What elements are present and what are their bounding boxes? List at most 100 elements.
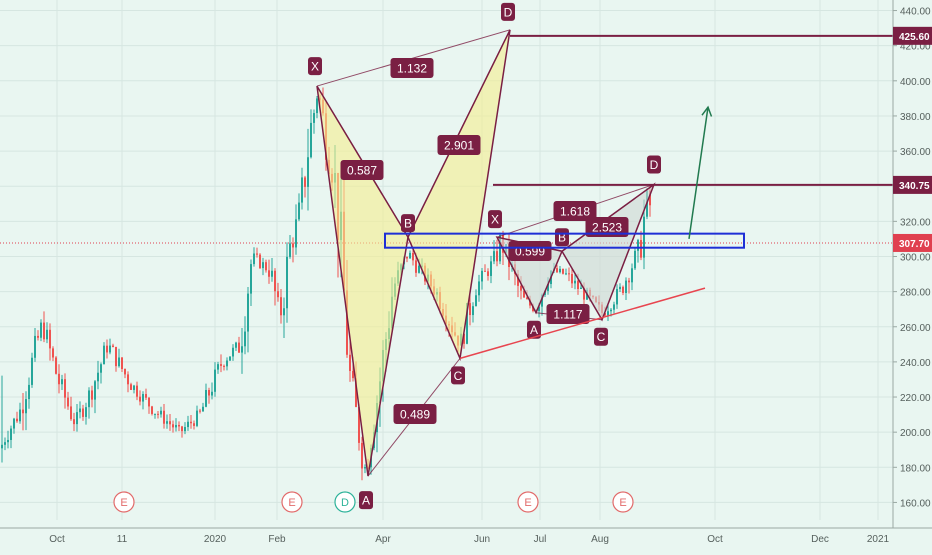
candle-body	[82, 408, 84, 417]
time-tick-label: 11	[117, 534, 128, 545]
candle-body	[616, 289, 618, 305]
candle-body	[175, 424, 177, 428]
candle-body	[7, 439, 9, 443]
pattern-point-label: X	[311, 60, 319, 74]
candle-body	[97, 372, 99, 382]
ratio-badge	[553, 201, 597, 221]
pattern-point-badge	[451, 366, 465, 385]
candle-body	[259, 254, 261, 269]
candle-body	[196, 410, 198, 426]
pattern-point-badge	[594, 327, 608, 346]
time-tick-label: Apr	[375, 534, 391, 545]
candle-body	[127, 374, 129, 385]
event-marker-label: E	[288, 497, 295, 509]
pattern-point-badge	[488, 210, 502, 229]
candle-body	[151, 406, 153, 414]
candle-body	[61, 379, 63, 385]
candle-body	[361, 442, 363, 469]
candle-body	[475, 295, 477, 307]
pattern-point-badge	[501, 2, 515, 21]
pattern-point-badge	[647, 155, 661, 174]
candle-body	[577, 280, 579, 289]
candle-body	[1, 444, 3, 449]
candle-body	[316, 98, 318, 114]
candle-body	[346, 290, 348, 355]
candle-body	[103, 345, 105, 365]
time-axis-bg	[0, 528, 932, 550]
price-tick-label: 380.00	[900, 112, 931, 123]
harmonic-patterns: X A B C D 0.587 0.489 2.901 1.132 X A B C D 0.599 1.117…	[308, 2, 661, 510]
candle-body	[121, 357, 123, 370]
price-tick-label: 320.00	[900, 217, 931, 228]
candle-body	[238, 342, 240, 353]
price-axis[interactable]: 160.00 180.00 200.00 220.00 240.00 260.00 280.…	[892, 0, 932, 550]
overlays	[384, 105, 745, 360]
candle-body	[109, 345, 111, 353]
candle-body	[235, 342, 237, 348]
candle-body	[526, 297, 528, 299]
time-axis[interactable]: Oct 11 2020 Feb Apr Jun Jul Aug Oct Dec 2021	[0, 527, 932, 550]
bcd-triangle	[407, 29, 511, 362]
candle-body	[148, 397, 150, 407]
time-tick-label: 2020	[204, 534, 227, 545]
pattern-connector	[316, 29, 511, 87]
candle-body	[223, 365, 225, 367]
candle-body	[295, 219, 297, 248]
ratio-label: 0.599	[515, 245, 545, 259]
candle-body	[247, 293, 249, 332]
candle-body	[124, 369, 126, 375]
candle-body	[25, 399, 27, 414]
candle-body	[610, 309, 612, 312]
ratio-label: 1.117	[553, 308, 582, 322]
candle-body	[484, 270, 486, 272]
candle-body	[91, 390, 93, 400]
candle-body	[301, 177, 303, 203]
price-label-badge	[893, 175, 932, 194]
candle-body	[283, 308, 285, 316]
candle-body	[490, 261, 492, 276]
candle-body	[253, 253, 255, 265]
pattern-point-badge	[308, 57, 322, 76]
candle-body	[115, 346, 117, 367]
candle-body	[412, 252, 414, 261]
candle-body	[16, 418, 18, 422]
candle-body	[580, 287, 582, 289]
candle-body	[496, 251, 498, 262]
trendline	[459, 287, 706, 360]
price-tick-label: 440.00	[900, 7, 931, 18]
price-tick-label: 160.00	[900, 498, 931, 509]
pattern-point-badge	[527, 320, 541, 339]
candle-body	[40, 322, 42, 338]
ratio-badge	[340, 160, 384, 180]
candle-body	[547, 284, 549, 291]
candle-body	[145, 394, 147, 398]
candle-body	[64, 379, 66, 398]
candle-body	[409, 252, 411, 259]
candle-body	[187, 421, 189, 428]
ratio-badge	[585, 217, 629, 237]
candle-body	[463, 333, 465, 344]
candle-body	[112, 345, 114, 347]
event-marker-circle	[334, 491, 356, 513]
candle-body	[415, 260, 417, 273]
pattern-point-label: C	[454, 369, 463, 383]
event-marker-circle	[113, 491, 135, 513]
candle-body	[154, 413, 156, 415]
event-marker-label: E	[120, 497, 127, 509]
candle-body	[88, 390, 90, 408]
candle-body	[313, 113, 315, 123]
candle-body	[355, 378, 357, 407]
candle-body	[178, 424, 180, 427]
time-tick-label: Oct	[707, 534, 723, 545]
candle-body	[19, 409, 21, 422]
candle-body	[46, 329, 48, 340]
candle-body	[217, 364, 219, 370]
candle-body	[634, 250, 636, 269]
candle-body	[640, 240, 642, 258]
candle-body	[37, 335, 39, 338]
candle-body	[172, 424, 174, 428]
price-label-text: 425.60	[899, 32, 930, 43]
